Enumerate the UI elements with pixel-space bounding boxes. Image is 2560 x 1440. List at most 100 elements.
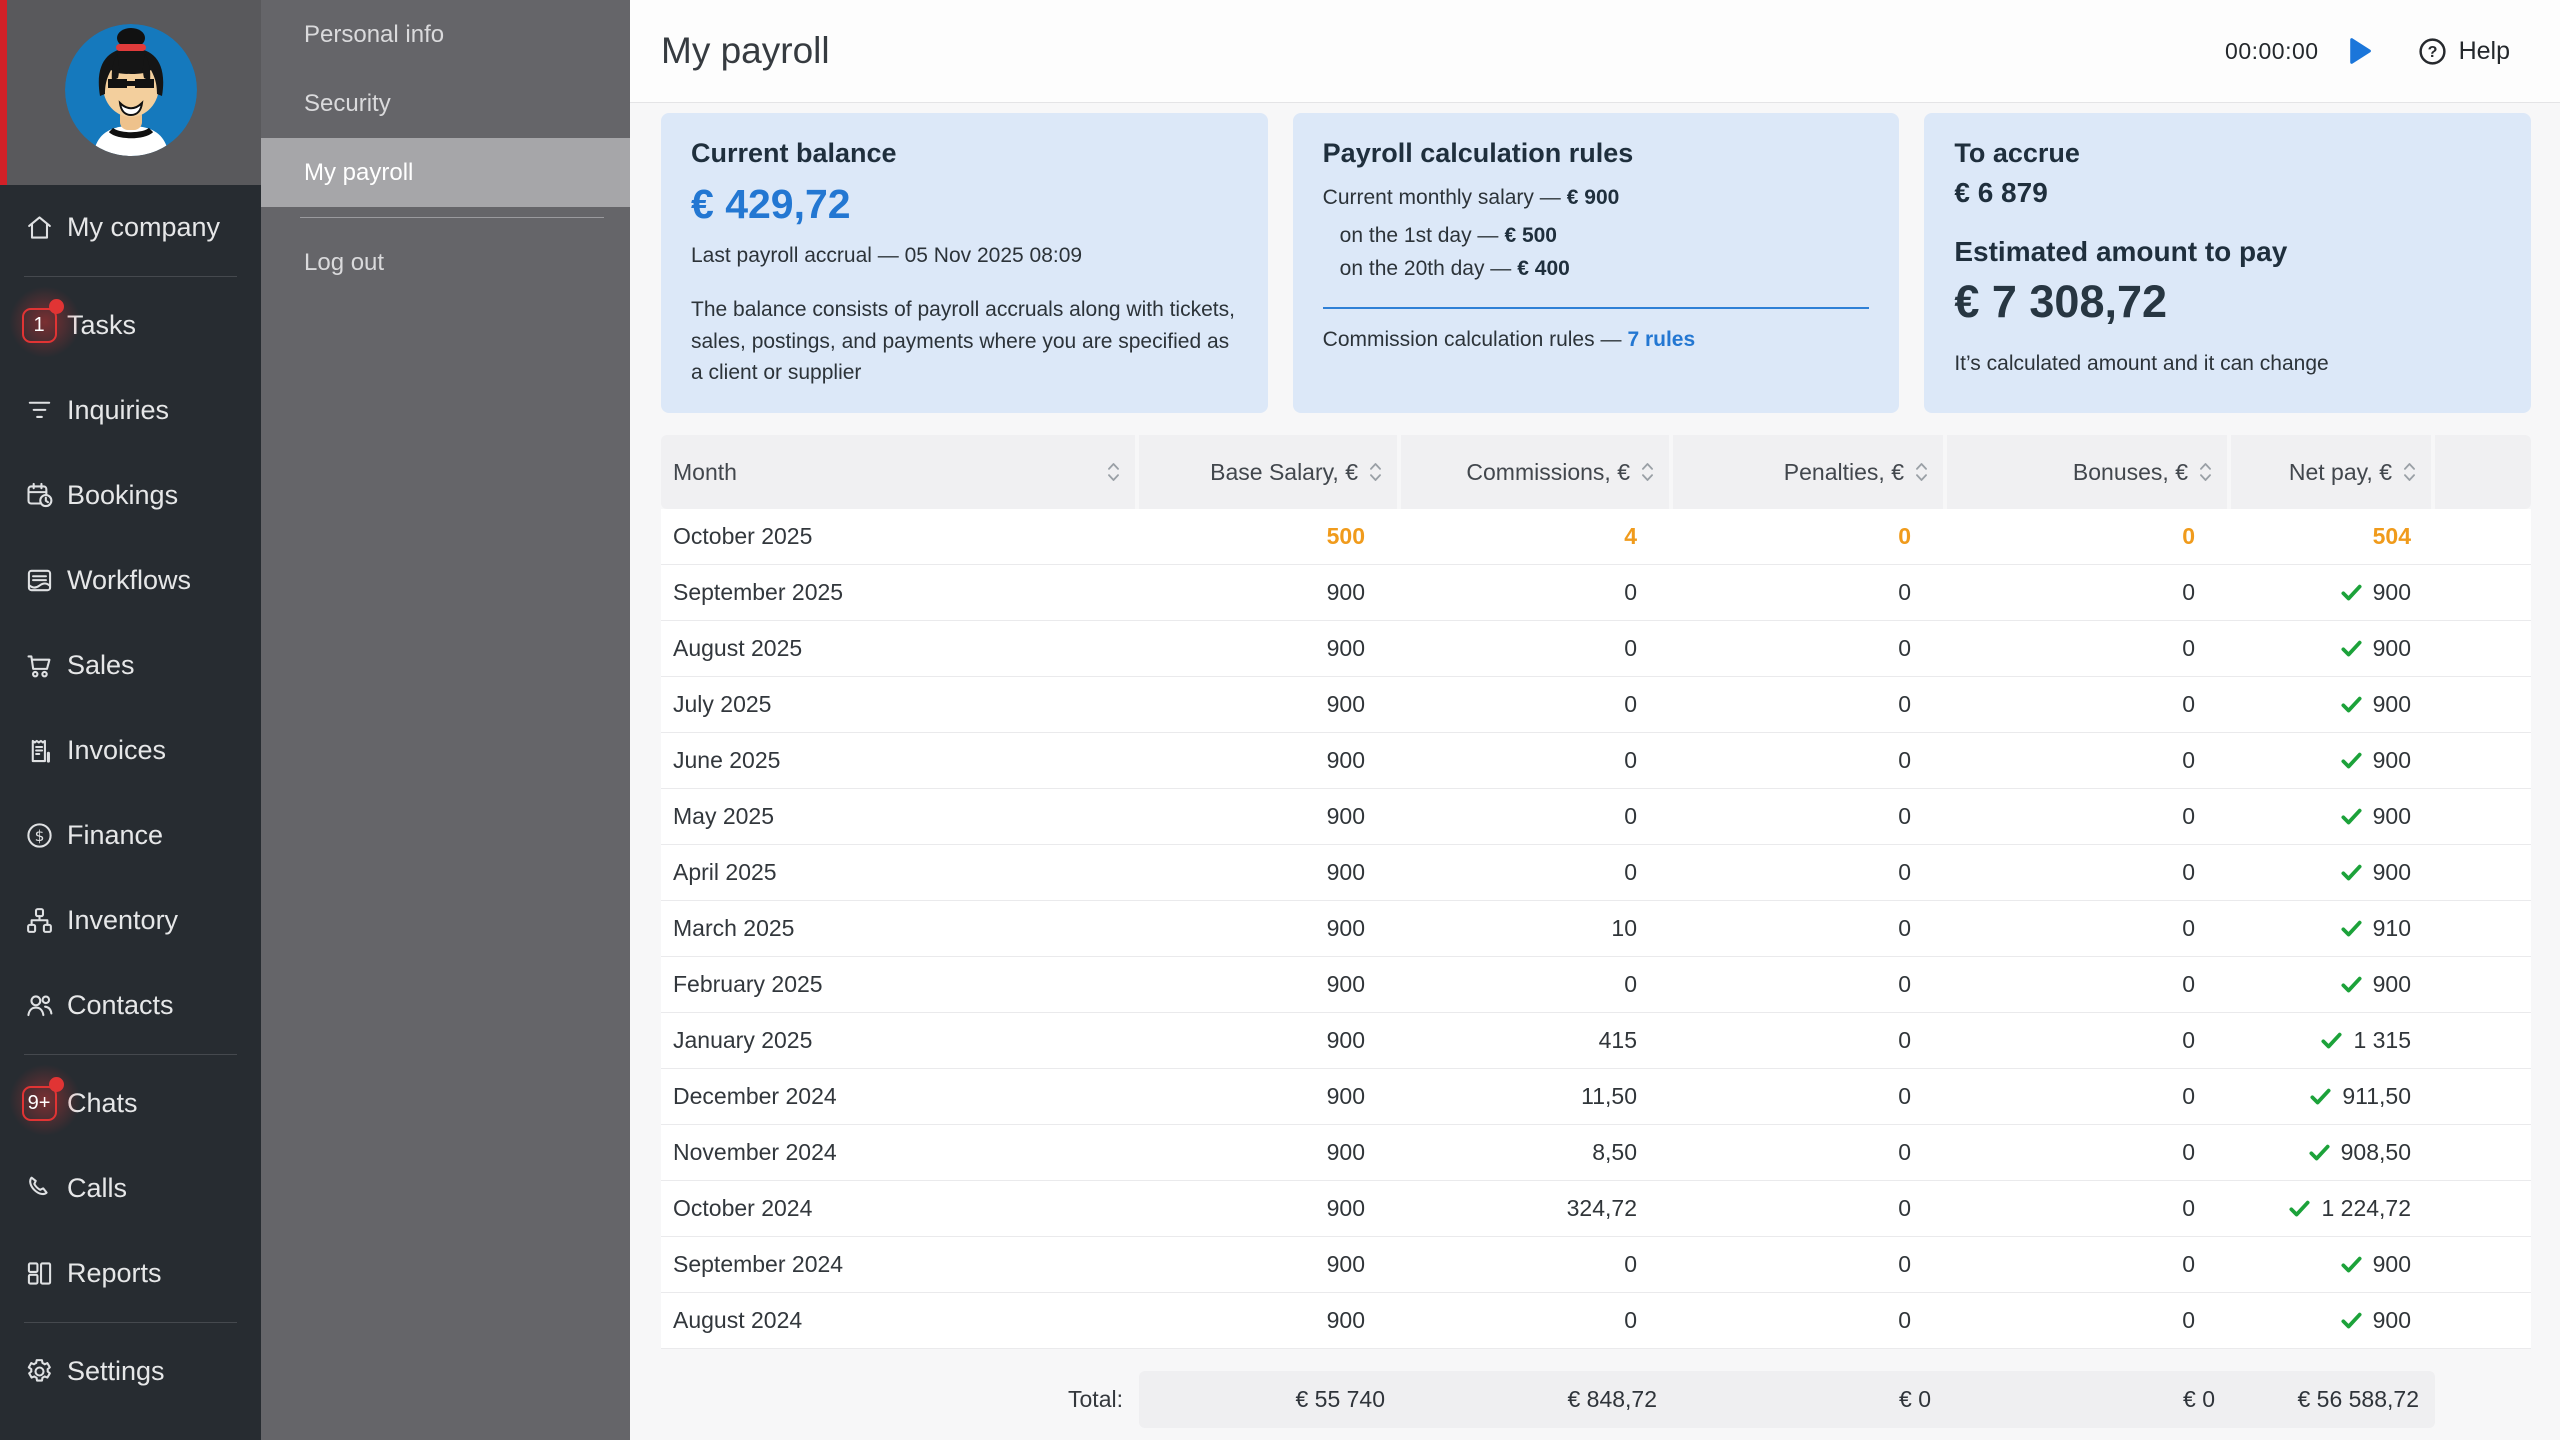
bonuses-cell: 0 [2182, 1083, 2195, 1109]
table-row-may-2025[interactable]: May 2025 900 0 0 0 900 [661, 789, 2531, 845]
table-row-september-2024[interactable]: September 2024 900 0 0 0 900 [661, 1237, 2531, 1293]
base-salary-cell: 900 [1326, 1307, 1365, 1333]
table-row-september-2025[interactable]: September 2025 900 0 0 0 900 [661, 565, 2531, 621]
paid-check-icon [2340, 1309, 2363, 1332]
penalties-cell: 0 [1898, 859, 1911, 885]
table-row-october-2024[interactable]: October 2024 900 324,72 0 0 1 224,72 [661, 1181, 2531, 1237]
column-label: Base Salary, € [1210, 458, 1358, 485]
net-pay-cell: 900 [2231, 579, 2435, 606]
base-salary-cell: 900 [1326, 1251, 1365, 1277]
sidebar-item-sales[interactable]: Sales [0, 623, 261, 708]
sidebar-item-calls[interactable]: Calls [0, 1146, 261, 1231]
base-salary-cell: 900 [1326, 579, 1365, 605]
calendar-clock-icon [20, 477, 58, 515]
commissions-cell: 8,50 [1592, 1139, 1637, 1165]
table-row-february-2025[interactable]: February 2025 900 0 0 0 900 [661, 957, 2531, 1013]
penalties-cell: 0 [1898, 1195, 1911, 1221]
table-row-october-2025[interactable]: October 2025 500 4 0 0 504 [661, 509, 2531, 565]
penalties-cell: 0 [1898, 1027, 1911, 1053]
sidebar-item-inventory[interactable]: Inventory [0, 878, 261, 963]
table-row-march-2025[interactable]: March 2025 900 10 0 0 910 [661, 901, 2531, 957]
penalties-cell: 0 [1898, 1251, 1911, 1277]
account-menu-item-log-out[interactable]: Log out [304, 248, 385, 276]
column-label: Penalties, € [1783, 458, 1904, 485]
base-salary-cell: 500 [1326, 523, 1365, 549]
bonuses-cell: 0 [2182, 691, 2195, 717]
sidebar-item-workflows[interactable]: Workflows [0, 538, 261, 623]
penalties-cell: 0 [1898, 1307, 1911, 1333]
net-pay-value: 900 [2372, 859, 2411, 885]
sort-icon [1106, 460, 1121, 484]
dollar-circle-icon: $ [20, 817, 58, 855]
sidebar-item-finance[interactable]: $ Finance [0, 793, 261, 878]
total-value-3: € 0 [2183, 1386, 2215, 1412]
paid-check-icon [2340, 861, 2363, 884]
paid-check-icon [2340, 693, 2363, 716]
paid-check-icon [2320, 1029, 2343, 1052]
column-label: Net pay, € [2288, 458, 2392, 485]
sidebar-item-contacts[interactable]: Contacts [0, 963, 261, 1048]
current-balance-card: Current balance € 429,72 Last payroll ac… [661, 113, 1268, 413]
sidebar-item-invoices[interactable]: Invoices [0, 708, 261, 793]
month-cell: August 2025 [673, 635, 803, 661]
account-menu-item-my-payroll[interactable]: My payroll [261, 138, 630, 207]
commission-rules-link[interactable]: 7 rules [1627, 328, 1696, 351]
net-pay-cell: 900 [2231, 747, 2435, 774]
column-header-base-salary-[interactable]: Base Salary, € [1139, 435, 1401, 509]
svg-text:?: ? [2427, 43, 2437, 61]
net-pay-value: 900 [2372, 1251, 2411, 1277]
net-pay-cell: 900 [2231, 1307, 2435, 1334]
column-header-month[interactable]: Month [661, 435, 1139, 509]
play-icon[interactable] [2347, 36, 2373, 66]
sidebar-item-tasks[interactable]: 1 Tasks [0, 283, 261, 368]
page-title: My payroll [661, 30, 830, 71]
day1-label: on the 1st day — [1339, 224, 1499, 247]
column-header-bonuses-[interactable]: Bonuses, € [1947, 435, 2231, 509]
month-cell: November 2024 [673, 1139, 837, 1165]
day1-value: € 500 [1504, 224, 1557, 247]
net-pay-value: 910 [2372, 915, 2411, 941]
total-values: € 55 740 € 848,72 € 0 € 0 € 56 588,72 [1139, 1371, 2435, 1428]
estimated-note: It’s calculated amount and it can change [1954, 352, 2329, 375]
base-salary-cell: 900 [1326, 747, 1365, 773]
table-row-november-2024[interactable]: November 2024 900 8,50 0 0 908,50 [661, 1125, 2531, 1181]
sidebar-item-label: Sales [67, 650, 135, 680]
net-pay-value: 900 [2372, 691, 2411, 717]
account-menu-item-security[interactable]: Security [304, 89, 391, 117]
last-accrual: Last payroll accrual — 05 Nov 2025 08:09 [691, 244, 1083, 267]
penalties-cell: 0 [1898, 1139, 1911, 1165]
table-row-december-2024[interactable]: December 2024 900 11,50 0 0 911,50 [661, 1069, 2531, 1125]
bonuses-cell: 0 [2182, 747, 2195, 773]
column-header-commissions-[interactable]: Commissions, € [1401, 435, 1673, 509]
sort-icon [2198, 460, 2213, 484]
paid-check-icon [2340, 749, 2363, 772]
column-header-penalties-[interactable]: Penalties, € [1673, 435, 1947, 509]
table-row-june-2025[interactable]: June 2025 900 0 0 0 900 [661, 733, 2531, 789]
sidebar-item-settings[interactable]: Settings [0, 1329, 261, 1414]
avatar[interactable] [65, 24, 197, 156]
table-row-april-2025[interactable]: April 2025 900 0 0 0 900 [661, 845, 2531, 901]
month-cell: December 2024 [673, 1083, 837, 1109]
bonuses-cell: 0 [2182, 523, 2195, 549]
sidebar-item-inquiries[interactable]: Inquiries [0, 368, 261, 453]
table-row-january-2025[interactable]: January 2025 900 415 0 0 1 315 [661, 1013, 2531, 1069]
sidebar-item-reports[interactable]: Reports [0, 1231, 261, 1316]
bonuses-cell: 0 [2182, 971, 2195, 997]
sidebar-item-bookings[interactable]: Bookings [0, 453, 261, 538]
home-icon [20, 209, 58, 247]
sidebar-item-label: My company [67, 212, 221, 242]
help-button[interactable]: ? Help [2417, 36, 2510, 67]
table-row-august-2025[interactable]: August 2025 900 0 0 0 900 [661, 621, 2531, 677]
table-row-august-2024[interactable]: August 2024 900 0 0 0 900 [661, 1293, 2531, 1349]
table-row-july-2025[interactable]: July 2025 900 0 0 0 900 [661, 677, 2531, 733]
base-salary-cell: 900 [1326, 1027, 1365, 1053]
commissions-cell: 4 [1624, 523, 1637, 549]
net-pay-cell: 900 [2231, 971, 2435, 998]
sidebar-item-chats[interactable]: 9+ Chats [0, 1061, 261, 1146]
net-pay-value: 900 [2372, 1307, 2411, 1333]
bonuses-cell: 0 [2182, 579, 2195, 605]
account-menu-item-personal-info[interactable]: Personal info [304, 20, 445, 48]
column-header-net-pay-[interactable]: Net pay, € [2231, 435, 2435, 509]
sidebar-item-my-company[interactable]: My company [0, 185, 261, 270]
commission-rules-line: Commission calculation rules —7 rules [1323, 328, 1870, 352]
